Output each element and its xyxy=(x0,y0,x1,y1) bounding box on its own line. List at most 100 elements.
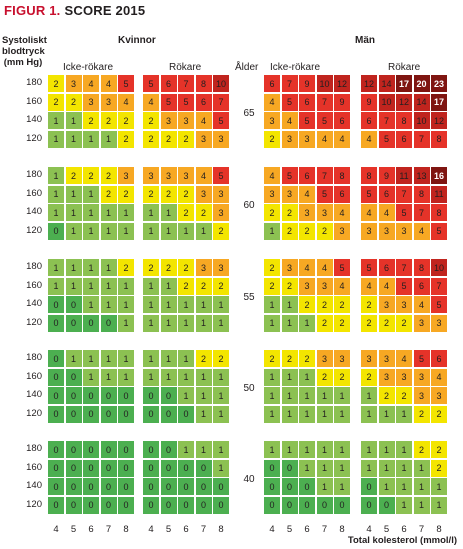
risk-cell: 6 xyxy=(299,167,315,184)
bp-row-label: 120 xyxy=(26,132,42,144)
risk-cell: 14 xyxy=(378,75,395,92)
risk-cell: 3 xyxy=(413,368,430,386)
risk-cell: 2 xyxy=(100,167,117,184)
risk-cell: 0 xyxy=(100,387,117,404)
risk-cell: 1 xyxy=(378,478,395,495)
risk-cell: 1 xyxy=(413,478,430,495)
risk-cell: 2 xyxy=(431,405,447,423)
risk-cell: 3 xyxy=(316,204,333,221)
risk-cell: 0 xyxy=(143,478,159,495)
risk-cell: 1 xyxy=(83,259,99,276)
risk-cell: 1 xyxy=(299,314,315,332)
risk-cell: 1 xyxy=(299,459,315,477)
risk-cell: 6 xyxy=(160,75,177,92)
risk-cell: 1 xyxy=(65,222,82,240)
risk-cell: 0 xyxy=(178,405,194,423)
risk-cell: 1 xyxy=(264,368,280,386)
risk-cell: 1 xyxy=(178,314,194,332)
risk-cell: 3 xyxy=(83,93,99,111)
y-axis-label-line: blodtryck xyxy=(2,46,45,57)
risk-cell: 2 xyxy=(100,185,117,203)
risk-cell: 0 xyxy=(83,478,99,495)
risk-cell: 3 xyxy=(431,387,447,404)
bp-row-label: 160 xyxy=(26,95,42,107)
risk-cell: 1 xyxy=(361,405,377,423)
risk-cell: 1 xyxy=(100,368,117,386)
risk-cell: 5 xyxy=(361,185,377,203)
risk-cell: 3 xyxy=(299,204,315,221)
risk-cell: 0 xyxy=(160,478,177,495)
risk-cell: 0 xyxy=(118,459,134,477)
cholesterol-tick-label: 4 xyxy=(366,524,372,535)
risk-cell: 0 xyxy=(48,222,64,240)
risk-cell: 1 xyxy=(100,296,117,313)
risk-cell: 0 xyxy=(100,496,117,514)
risk-cell: 2 xyxy=(264,204,280,221)
risk-cell: 2 xyxy=(396,387,412,404)
risk-cell: 7 xyxy=(378,112,395,129)
risk-cell: 0 xyxy=(48,314,64,332)
risk-cell: 1 xyxy=(316,387,333,404)
risk-cell: 1 xyxy=(143,277,159,295)
risk-cell: 1 xyxy=(281,314,298,332)
risk-cell: 0 xyxy=(118,478,134,495)
men-nonsmoker-header: Icke-rökare xyxy=(270,62,321,73)
risk-cell: 3 xyxy=(281,259,298,276)
risk-cell: 2 xyxy=(83,167,99,184)
risk-cell: 0 xyxy=(195,478,212,495)
risk-cell: 2 xyxy=(143,185,159,203)
cholesterol-tick-label: 4 xyxy=(269,524,275,535)
bp-row-label: 140 xyxy=(26,480,42,491)
risk-cell: 3 xyxy=(361,350,377,367)
risk-cell: 2 xyxy=(264,350,280,367)
risk-cell: 1 xyxy=(48,112,64,129)
risk-cell: 7 xyxy=(316,93,333,111)
risk-cell: 2 xyxy=(431,441,447,458)
risk-cell: 4 xyxy=(378,277,395,295)
risk-cell: 1 xyxy=(213,387,229,404)
risk-cell: 1 xyxy=(195,314,212,332)
cholesterol-tick-label: 8 xyxy=(218,524,224,535)
risk-cell: 2 xyxy=(316,368,333,386)
risk-cell: 3 xyxy=(316,277,333,295)
risk-cell: 6 xyxy=(299,93,315,111)
risk-cell: 6 xyxy=(431,350,447,367)
risk-cell: 0 xyxy=(65,405,82,423)
risk-cell: 3 xyxy=(213,259,229,276)
bp-row-label: 140 xyxy=(26,389,42,400)
risk-cell: 2 xyxy=(178,204,194,221)
risk-cell: 5 xyxy=(281,167,298,184)
risk-cell: 12 xyxy=(361,75,377,92)
risk-cell: 3 xyxy=(118,167,134,184)
cholesterol-tick-label: 8 xyxy=(436,524,442,535)
risk-cell: 0 xyxy=(100,405,117,423)
risk-cell: 2 xyxy=(378,314,395,332)
risk-cell: 10 xyxy=(431,259,447,276)
risk-cell: 3 xyxy=(413,314,430,332)
risk-cell: 8 xyxy=(413,185,430,203)
risk-cell: 1 xyxy=(334,387,350,404)
risk-cell: 5 xyxy=(361,259,377,276)
bp-row-label: 180 xyxy=(26,352,42,363)
risk-cell: 4 xyxy=(299,259,315,276)
risk-cell: 0 xyxy=(143,405,159,423)
risk-cell: 1 xyxy=(281,441,298,458)
x-axis-label: Total kolesterol (mmol/l) xyxy=(347,535,457,546)
risk-cell: 1 xyxy=(396,441,412,458)
risk-cell: 2 xyxy=(178,130,194,148)
women-smoker-header: Rökare xyxy=(169,62,202,73)
risk-cell: 0 xyxy=(213,478,229,495)
risk-cell: 4 xyxy=(316,259,333,276)
risk-cell: 0 xyxy=(195,459,212,477)
age-header: Ålder xyxy=(235,62,259,73)
risk-cell: 2 xyxy=(195,277,212,295)
risk-cell: 4 xyxy=(299,185,315,203)
risk-cell: 10 xyxy=(316,75,333,92)
bp-row-label: 160 xyxy=(26,370,42,382)
risk-cell: 2 xyxy=(316,314,333,332)
risk-cell: 2 xyxy=(160,259,177,276)
risk-cell: 1 xyxy=(143,204,159,221)
risk-cell: 5 xyxy=(378,130,395,148)
bp-row-label: 180 xyxy=(26,443,42,454)
risk-cell: 1 xyxy=(83,368,99,386)
